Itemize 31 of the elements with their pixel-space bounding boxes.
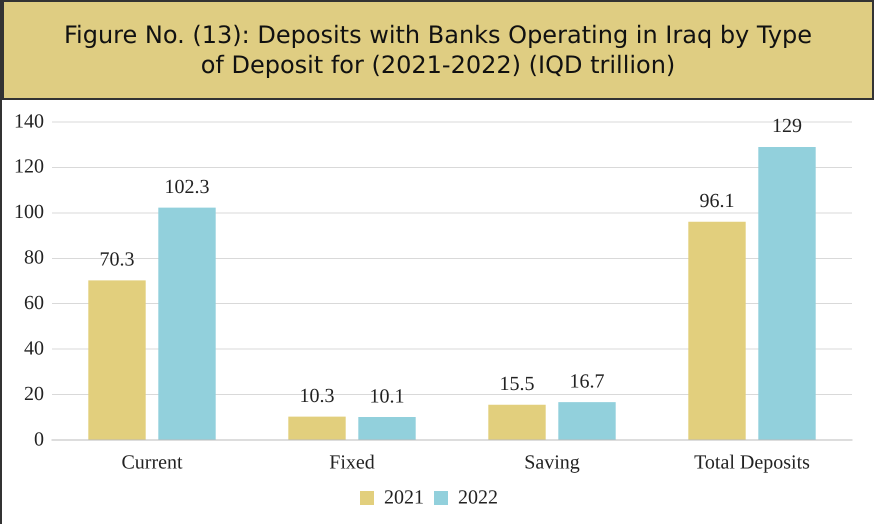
bar	[758, 146, 816, 440]
y-tick-label: 100	[14, 201, 44, 224]
data-label: 102.3	[164, 176, 210, 198]
x-tick-label: Total Deposits	[694, 451, 810, 474]
bar	[288, 416, 346, 440]
data-label: 16.7	[570, 370, 604, 392]
y-tick-label: 40	[24, 337, 44, 360]
data-label: 10.1	[370, 385, 404, 408]
legend-label: 2021	[384, 486, 424, 508]
x-tick-label: Saving	[524, 451, 580, 474]
data-label: 15.5	[500, 373, 534, 396]
data-label: 129	[772, 115, 802, 138]
y-tick-label: 60	[24, 292, 44, 314]
y-tick-label: 80	[24, 246, 44, 269]
y-tick-label: 20	[24, 382, 44, 405]
y-tick-label: 120	[14, 156, 44, 178]
data-label: 10.3	[300, 384, 334, 407]
bar	[488, 404, 546, 440]
x-tick-label: Fixed	[329, 451, 375, 474]
chart-title: Figure No. (13): Deposits with Banks Operating in Iraq by Type of Deposit for (2021-2022) (IQD trillion)	[2, 0, 874, 100]
bar	[558, 402, 616, 440]
bar	[88, 280, 146, 440]
data-label: 96.1	[700, 190, 734, 212]
data-label: 70.3	[100, 248, 134, 271]
legend-label: 2022	[458, 486, 498, 508]
bar	[158, 208, 216, 440]
bar	[358, 417, 416, 440]
bar	[688, 222, 746, 440]
x-tick-label: Current	[121, 451, 183, 474]
y-tick-label: 140	[14, 110, 44, 132]
y-tick-label: 0	[34, 428, 44, 450]
